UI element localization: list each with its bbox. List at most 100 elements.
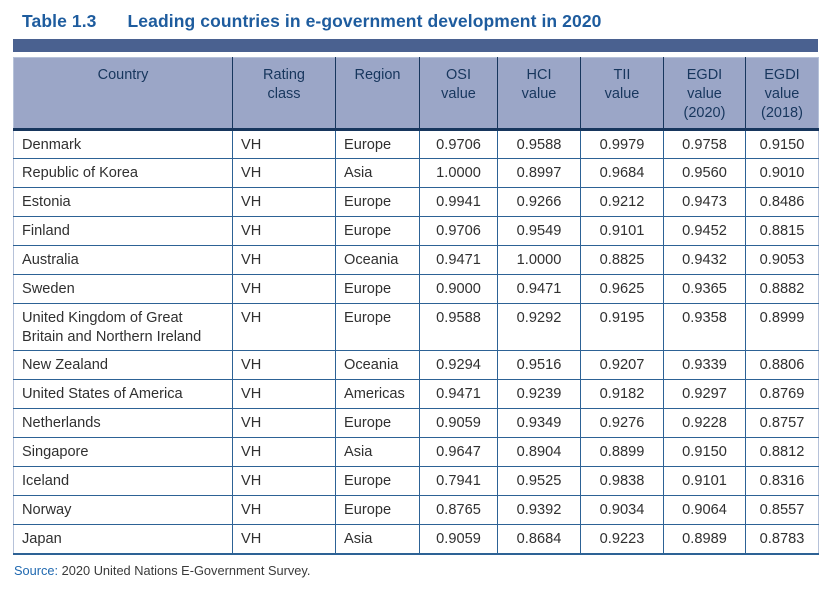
cell-rating-class: VH	[232, 216, 336, 246]
cell-country: Netherlands	[13, 408, 233, 438]
cell-egdi-value-2020: 0.9358	[663, 303, 746, 351]
cell-egdi-value-2018: 0.8806	[745, 350, 819, 380]
cell-egdi-value-2018: 0.8999	[745, 303, 819, 351]
cell-region: Europe	[335, 466, 420, 496]
cell-tii-value: 0.8825	[580, 245, 664, 275]
cell-rating-class: VH	[232, 303, 336, 351]
table-title: Table 1.3 Leading countries in e-governm…	[22, 11, 818, 32]
cell-egdi-value-2020: 0.9150	[663, 437, 746, 467]
cell-egdi-value-2020: 0.9365	[663, 274, 746, 304]
cell-egdi-value-2018: 0.9150	[745, 129, 819, 159]
cell-country: United States of America	[13, 379, 233, 409]
cell-osi-value: 0.9471	[419, 245, 498, 275]
cell-region: Americas	[335, 379, 420, 409]
table-row: United Kingdom of Great Britain and Nort…	[13, 303, 819, 351]
cell-osi-value: 0.8765	[419, 495, 498, 525]
table-row: Japan VH Asia 0.9059 0.8684 0.9223 0.8989 0.878…	[13, 524, 819, 555]
cell-egdi-value-2018: 0.8486	[745, 187, 819, 217]
table-row: Republic of Korea VH Asia 1.0000 0.8997 0.968…	[13, 158, 819, 188]
source-label: Source:	[14, 562, 59, 578]
cell-rating-class: VH	[232, 350, 336, 380]
cell-egdi-value-2018: 0.9010	[745, 158, 819, 188]
cell-rating-class: VH	[232, 437, 336, 467]
cell-hci-value: 0.9239	[497, 379, 581, 409]
cell-tii-value: 0.9195	[580, 303, 664, 351]
column-header-tii-value: TII value	[580, 57, 664, 131]
cell-hci-value: 0.8997	[497, 158, 581, 188]
cell-osi-value: 0.9647	[419, 437, 498, 467]
cell-egdi-value-2020: 0.9473	[663, 187, 746, 217]
cell-osi-value: 0.9588	[419, 303, 498, 351]
cell-rating-class: VH	[232, 379, 336, 409]
cell-egdi-value-2018: 0.8812	[745, 437, 819, 467]
cell-hci-value: 0.9471	[497, 274, 581, 304]
table-row: Singapore VH Asia 0.9647 0.8904 0.8899 0.9150 0…	[13, 437, 819, 467]
cell-egdi-value-2020: 0.9452	[663, 216, 746, 246]
cell-region: Europe	[335, 129, 420, 159]
cell-osi-value: 0.9294	[419, 350, 498, 380]
column-header-egdi-value-2018: EGDI value (2018)	[745, 57, 819, 131]
cell-tii-value: 0.9625	[580, 274, 664, 304]
cell-osi-value: 0.9471	[419, 379, 498, 409]
cell-hci-value: 0.9266	[497, 187, 581, 217]
cell-hci-value: 1.0000	[497, 245, 581, 275]
cell-tii-value: 0.9207	[580, 350, 664, 380]
cell-egdi-value-2018: 0.8557	[745, 495, 819, 525]
cell-hci-value: 0.8904	[497, 437, 581, 467]
cell-hci-value: 0.9588	[497, 129, 581, 159]
cell-region: Europe	[335, 495, 420, 525]
cell-tii-value: 0.9034	[580, 495, 664, 525]
cell-tii-value: 0.9979	[580, 129, 664, 159]
cell-rating-class: VH	[232, 129, 336, 159]
cell-osi-value: 0.9000	[419, 274, 498, 304]
cell-region: Europe	[335, 274, 420, 304]
cell-egdi-value-2018: 0.8757	[745, 408, 819, 438]
table-row: New Zealand VH Oceania 0.9294 0.9516 0.9207 0.…	[13, 350, 819, 380]
table-row: Norway VH Europe 0.8765 0.9392 0.9034 0.9064 0.…	[13, 495, 819, 525]
cell-country: New Zealand	[13, 350, 233, 380]
cell-rating-class: VH	[232, 187, 336, 217]
table-row: Estonia VH Europe 0.9941 0.9266 0.9212 0.9473 0…	[13, 187, 819, 217]
cell-country: Sweden	[13, 274, 233, 304]
table-row: Denmark VH Europe 0.9706 0.9588 0.9979 0.9758 0…	[13, 129, 819, 159]
column-header-rating-class: Rating class	[232, 57, 336, 131]
cell-country: United Kingdom of Great Britain and Nort…	[13, 303, 233, 351]
cell-egdi-value-2018: 0.8783	[745, 524, 819, 555]
cell-rating-class: VH	[232, 495, 336, 525]
cell-osi-value: 1.0000	[419, 158, 498, 188]
cell-egdi-value-2020: 0.8989	[663, 524, 746, 555]
cell-region: Asia	[335, 524, 420, 555]
cell-rating-class: VH	[232, 158, 336, 188]
page-title: Leading countries in e-government develo…	[127, 11, 602, 31]
cell-tii-value: 0.9101	[580, 216, 664, 246]
cell-tii-value: 0.9684	[580, 158, 664, 188]
cell-hci-value: 0.9525	[497, 466, 581, 496]
cell-rating-class: VH	[232, 245, 336, 275]
cell-country: Australia	[13, 245, 233, 275]
cell-tii-value: 0.9276	[580, 408, 664, 438]
cell-egdi-value-2018: 0.9053	[745, 245, 819, 275]
cell-egdi-value-2018: 0.8316	[745, 466, 819, 496]
cell-region: Asia	[335, 158, 420, 188]
cell-egdi-value-2018: 0.8815	[745, 216, 819, 246]
cell-egdi-value-2020: 0.9101	[663, 466, 746, 496]
table-body: Denmark VH Europe 0.9706 0.9588 0.9979 0.9758 0…	[13, 129, 819, 555]
cell-egdi-value-2020: 0.9560	[663, 158, 746, 188]
cell-tii-value: 0.9223	[580, 524, 664, 555]
title-rule-bar	[13, 39, 818, 52]
cell-country: Singapore	[13, 437, 233, 467]
cell-hci-value: 0.9392	[497, 495, 581, 525]
cell-region: Europe	[335, 408, 420, 438]
table-row: Sweden VH Europe 0.9000 0.9471 0.9625 0.9365 0.…	[13, 274, 819, 304]
cell-hci-value: 0.8684	[497, 524, 581, 555]
column-header-country: Country	[13, 57, 233, 131]
column-header-hci-value: HCI value	[497, 57, 581, 131]
cell-country: Japan	[13, 524, 233, 555]
cell-tii-value: 0.9182	[580, 379, 664, 409]
cell-region: Europe	[335, 303, 420, 351]
cell-osi-value: 0.9059	[419, 524, 498, 555]
egov-development-table: Country Rating class Region OSI value HCI va…	[13, 57, 819, 555]
source-text: 2020 United Nations E-Government Survey.	[58, 562, 311, 578]
cell-tii-value: 0.8899	[580, 437, 664, 467]
cell-egdi-value-2018: 0.8882	[745, 274, 819, 304]
